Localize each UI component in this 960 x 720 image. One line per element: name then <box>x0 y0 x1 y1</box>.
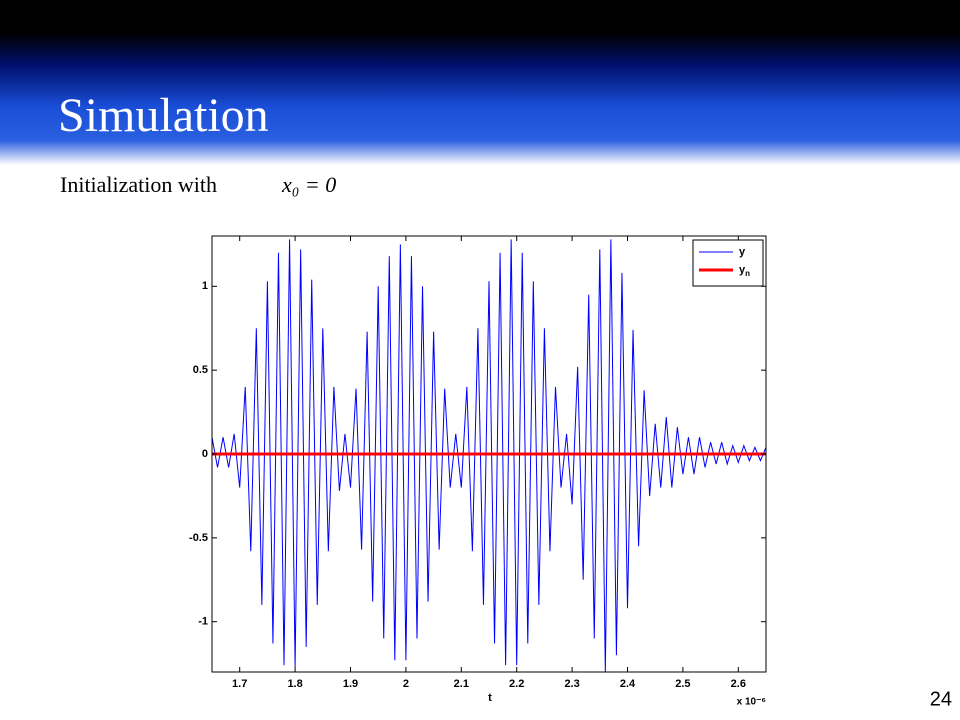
x-tick-label: 2.5 <box>675 678 690 690</box>
x-tick-label: 2.6 <box>731 678 746 690</box>
legend-box <box>692 239 764 287</box>
x-tick-label: 2.1 <box>454 678 469 690</box>
x-tick-label: 2.4 <box>620 678 636 690</box>
slide-title: Simulation <box>58 89 269 142</box>
slide-math: x₀ = 0 <box>281 172 336 197</box>
x-tick-label: 1.9 <box>343 678 358 690</box>
legend-label: yn <box>739 264 750 278</box>
y-tick-label: -0.5 <box>189 532 208 544</box>
data-line <box>211 239 767 673</box>
x-tick-label: 2 <box>403 678 409 690</box>
x-tick-label: 2.3 <box>564 678 579 690</box>
y-tick-label: 1 <box>202 280 208 292</box>
plot-area: 1.7 1.8 1.9 2 2.1 2.2 2.3 2.4 2.5 2.6 -1 -0.5 0 0.5 1 t… <box>189 235 767 708</box>
legend-label: y <box>739 246 746 258</box>
page-number: 24 <box>930 688 952 710</box>
y-tick-label: 0 <box>202 448 208 460</box>
y-tick-label: 0.5 <box>193 364 208 376</box>
header-band <box>0 0 960 165</box>
x-axis-label: t <box>488 692 492 704</box>
slide-subtitle: Initialization with <box>60 172 217 197</box>
x-tick-label: 2.2 <box>509 678 524 690</box>
x-exponent: x 10⁻⁶ <box>737 697 766 708</box>
x-tick-label: 1.8 <box>287 678 302 690</box>
y-tick-label: -1 <box>198 616 208 628</box>
x-tick-label: 1.7 <box>232 678 247 690</box>
